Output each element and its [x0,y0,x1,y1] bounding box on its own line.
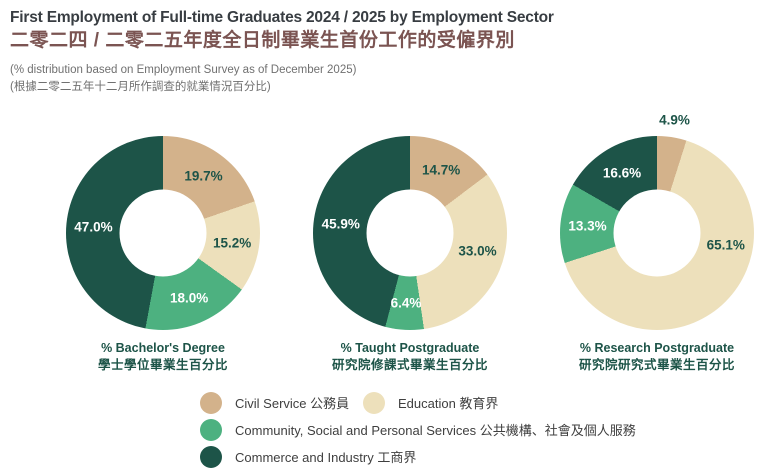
donut-taught-postgraduate: 14.7% 33.0% 6.4% 45.9% [313,136,507,330]
donut-hole [366,189,454,277]
chart-caption-en: % Taught Postgraduate [340,341,480,355]
donut-research-postgraduate: 4.9% 65.1% 13.3% 16.6% [560,113,754,330]
slice-label-taught-postgraduate-commerce-and-industry: 45.9% [321,216,360,232]
donut-hole [119,189,207,277]
chart-caption-zh: 學士學位畢業生百分比 [97,358,228,372]
slice-label-taught-postgraduate-civil-service: 14.7% [421,162,461,178]
legend-label: Commerce and Industry 工商界 [235,450,417,465]
chart-caption-en: % Bachelor's Degree [101,341,225,355]
slice-label-research-postgraduate-community-social-and-personal-services: 13.3% [568,218,607,234]
slice-label-bachelors-degree-education: 15.2% [212,235,252,251]
slice-label-bachelors-degree-community-social-and-personal-services: 18.0% [169,290,209,306]
chart-caption-research-postgraduate: % Research Postgraduate 研究院研究式畢業生百分比 [559,340,755,374]
chart-bachelors-degree: 19.7% 15.2% 18.0% 47.0% % Bachelor's Degree 學… [65,136,261,374]
legend-swatch-icon [363,391,385,414]
slice-label-bachelors-degree-civil-service: 19.7% [184,168,223,184]
header: First Employment of Full-time Graduates … [0,0,761,96]
slice-label-bachelors-degree-commerce-and-industry: 47.0% [74,219,113,235]
legend-label: Community, Social and Personal Services … [235,423,636,438]
subtitle-block: (% distribution based on Employment Surv… [10,62,751,96]
slice-label-taught-postgraduate-community-social-and-personal-services: 6.4% [390,295,422,311]
legend: Civil Service 公務員 Education 教育界 Community,… [200,390,761,469]
legend-item-education: Education 教育界 [363,391,499,414]
slice-label-research-postgraduate-commerce-and-industry: 16.6% [602,165,642,181]
legend-item-civil-service: Civil Service 公務員 [200,391,363,414]
donut-hole [613,189,701,277]
page-title-en: First Employment of Full-time Graduates … [10,9,554,26]
legend-label: Civil Service 公務員 [235,396,350,411]
chart-caption-taught-postgraduate: % Taught Postgraduate 研究院修課式畢業生百分比 [312,340,508,374]
page-title-zh: 二零二四 / 二零二五年度全日制畢業生首份工作的受僱界別 [10,30,515,51]
slice-label-research-postgraduate-education: 65.1% [706,237,745,253]
charts-row: 19.7% 15.2% 18.0% 47.0% % Bachelor's Degree 學… [0,113,761,374]
legend-item-community-social-personal-services: Community, Social and Personal Services … [200,418,636,441]
legend-label: Education 教育界 [398,396,499,411]
chart-caption-zh: 研究院修課式畢業生百分比 [331,358,488,372]
legend-row: Community, Social and Personal Services … [200,417,761,442]
chart-caption-zh: 研究院研究式畢業生百分比 [578,358,735,372]
legend-row: Commerce and Industry 工商界 [200,444,761,469]
donut-bachelors-degree: 19.7% 15.2% 18.0% 47.0% [66,136,260,330]
legend-row: Civil Service 公務員 Education 教育界 [200,390,761,415]
chart-taught-postgraduate: 14.7% 33.0% 6.4% 45.9% % Taught Postgraduate… [312,136,508,374]
legend-item-commerce-and-industry: Commerce and Industry 工商界 [200,445,417,468]
subtitle-zh: (根據二零二五年十二月所作調查的就業情況百分比) [10,81,271,93]
chart-caption-en: % Research Postgraduate [579,341,735,355]
subtitle-en: (% distribution based on Employment Surv… [10,64,357,76]
slice-label-taught-postgraduate-education: 33.0% [458,243,497,259]
legend-swatch-icon [200,445,222,468]
slice-label-research-postgraduate-civil-service: 4.9% [659,112,690,128]
chart-research-postgraduate: 4.9% 65.1% 13.3% 16.6% % Research Postgradua… [559,113,755,374]
legend-swatch-icon [200,391,222,414]
legend-swatch-icon [200,418,222,441]
chart-caption-bachelors-degree: % Bachelor's Degree 學士學位畢業生百分比 [65,340,261,374]
